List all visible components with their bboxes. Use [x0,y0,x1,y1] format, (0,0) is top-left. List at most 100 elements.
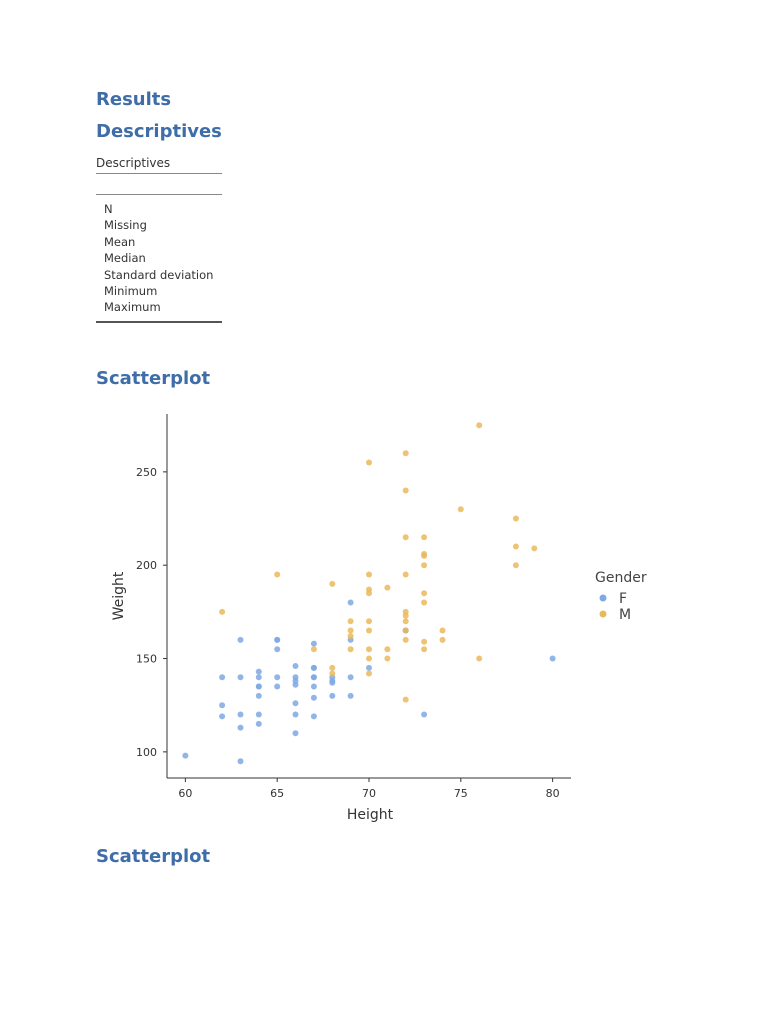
data-point-f [237,636,244,643]
data-point-m [476,422,483,429]
data-point-m [366,670,372,677]
data-point-f [292,730,299,737]
data-point-m [421,599,428,606]
x-axis-label: Height [347,807,394,823]
data-point-f [421,711,428,718]
data-point-m [421,590,428,597]
data-point-m [531,545,538,552]
scatter-points [182,422,556,765]
data-point-f [237,724,244,731]
data-point-f [347,692,354,699]
table-row-n: N [104,202,113,216]
data-point-m [366,646,372,653]
data-point-m [421,562,428,569]
data-point-f [219,713,226,720]
data-point-f [310,664,317,671]
data-point-f [310,640,317,647]
data-point-f [219,674,226,681]
data-point-m [347,618,354,625]
scatterplot-chart: 60 65 70 75 80 100 150 200 250 Height Weight Ge… [111,414,647,823]
data-point-m [366,618,372,625]
data-point-f [274,683,281,690]
data-point-m [329,670,336,677]
data-point-m [384,584,391,591]
data-point-f [274,636,281,643]
data-point-m [366,627,372,634]
data-point-m [402,696,409,703]
legend: Gender F M [595,570,647,623]
data-point-m [402,534,409,541]
legend-title: Gender [595,570,647,586]
table-row-median: Median [104,251,146,266]
data-point-m [402,571,409,578]
data-point-f [366,664,372,671]
data-point-m [366,655,372,662]
legend-label-m: M [619,607,631,623]
x-axis-ticks: 60 65 70 75 80 [178,778,560,800]
data-point-f [237,711,244,718]
data-point-m [512,515,519,522]
table-top-rule [96,173,222,174]
table-header-rule [96,194,222,195]
data-point-m [439,627,446,634]
data-point-m [347,633,354,640]
data-point-m [421,646,428,653]
legend-marker-m [599,610,607,618]
table-row-minimum: Minimum [104,284,158,299]
data-point-m [402,618,409,625]
results-heading: Results [96,89,172,110]
data-point-f [237,758,244,765]
x-tick-label: 60 [178,787,192,800]
data-point-m [421,552,428,559]
x-tick-label: 65 [270,787,284,800]
data-point-m [421,534,428,541]
data-point-m [512,562,519,569]
data-point-f [274,674,281,681]
data-point-m [402,612,409,619]
data-point-m [384,655,391,662]
data-point-f [255,711,262,718]
data-point-m [402,487,409,494]
data-point-m [366,459,372,466]
descriptives-heading: Descriptives [96,121,222,142]
data-point-m [366,571,372,578]
data-point-m [219,608,226,615]
data-point-f [310,713,317,720]
table-row-missing: Missing [104,218,147,233]
descriptives-table-title: Descriptives [96,156,171,170]
data-point-m [439,636,446,643]
data-point-m [310,646,317,653]
y-tick-label: 200 [136,559,157,572]
data-point-f [549,655,556,662]
data-point-f [347,599,354,606]
data-point-f [255,668,262,675]
data-point-m [347,627,354,634]
data-point-m [402,627,409,634]
y-tick-label: 100 [136,746,157,759]
x-tick-label: 70 [362,787,376,800]
table-bottom-rule [96,321,222,323]
data-point-f [310,683,317,690]
x-tick-label: 75 [454,787,468,800]
data-point-f [329,679,336,686]
data-point-f [329,692,336,699]
table-row-sd: Standard deviation [104,267,214,282]
data-point-f [255,683,262,690]
data-point-m [512,543,519,550]
data-point-f [347,674,354,681]
legend-marker-f [599,594,607,602]
data-point-m [274,571,281,578]
data-point-m [402,636,409,643]
data-point-f [237,674,244,681]
data-point-f [219,702,226,709]
data-point-f [310,694,317,701]
scatterplot-heading-2: Scatterplot [96,846,211,867]
data-point-m [329,580,336,587]
data-point-m [402,450,409,457]
descriptives-table-rows: N Missing Mean Median Standard deviation… [104,201,213,316]
y-tick-label: 250 [136,466,157,479]
y-axis-label: Weight [111,571,127,620]
table-row-mean: Mean [104,234,136,249]
data-point-m [347,646,354,653]
data-point-f [274,646,281,653]
